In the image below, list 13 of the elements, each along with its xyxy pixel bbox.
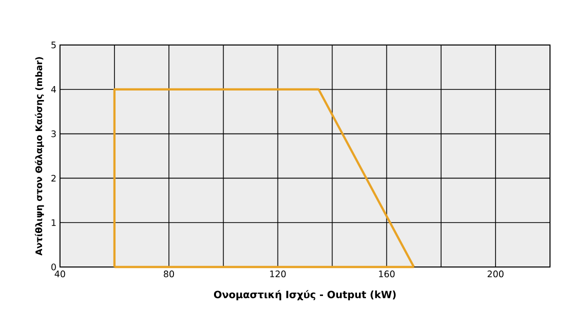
y-tick-label: 4 (51, 86, 56, 93)
x-axis-title: Ονομαστική Ισχύς - Output (kW) (214, 290, 396, 300)
x-tick-label: 200 (488, 270, 504, 278)
x-tick-label: 120 (270, 270, 286, 278)
x-tick-label: 40 (54, 270, 66, 278)
y-tick-label: 1 (52, 219, 56, 226)
y-axis-title: Αντίθλιψη στον Θάλαμο Καύσης (mbar) (34, 57, 44, 256)
x-tick-label: 160 (379, 270, 395, 278)
y-tick-label: 3 (51, 130, 56, 138)
y-tick-label: 0 (51, 264, 56, 270)
y-tick-label: 2 (51, 174, 56, 182)
x-tick-label: 80 (164, 270, 174, 278)
y-tick-label: 5 (51, 42, 56, 48)
